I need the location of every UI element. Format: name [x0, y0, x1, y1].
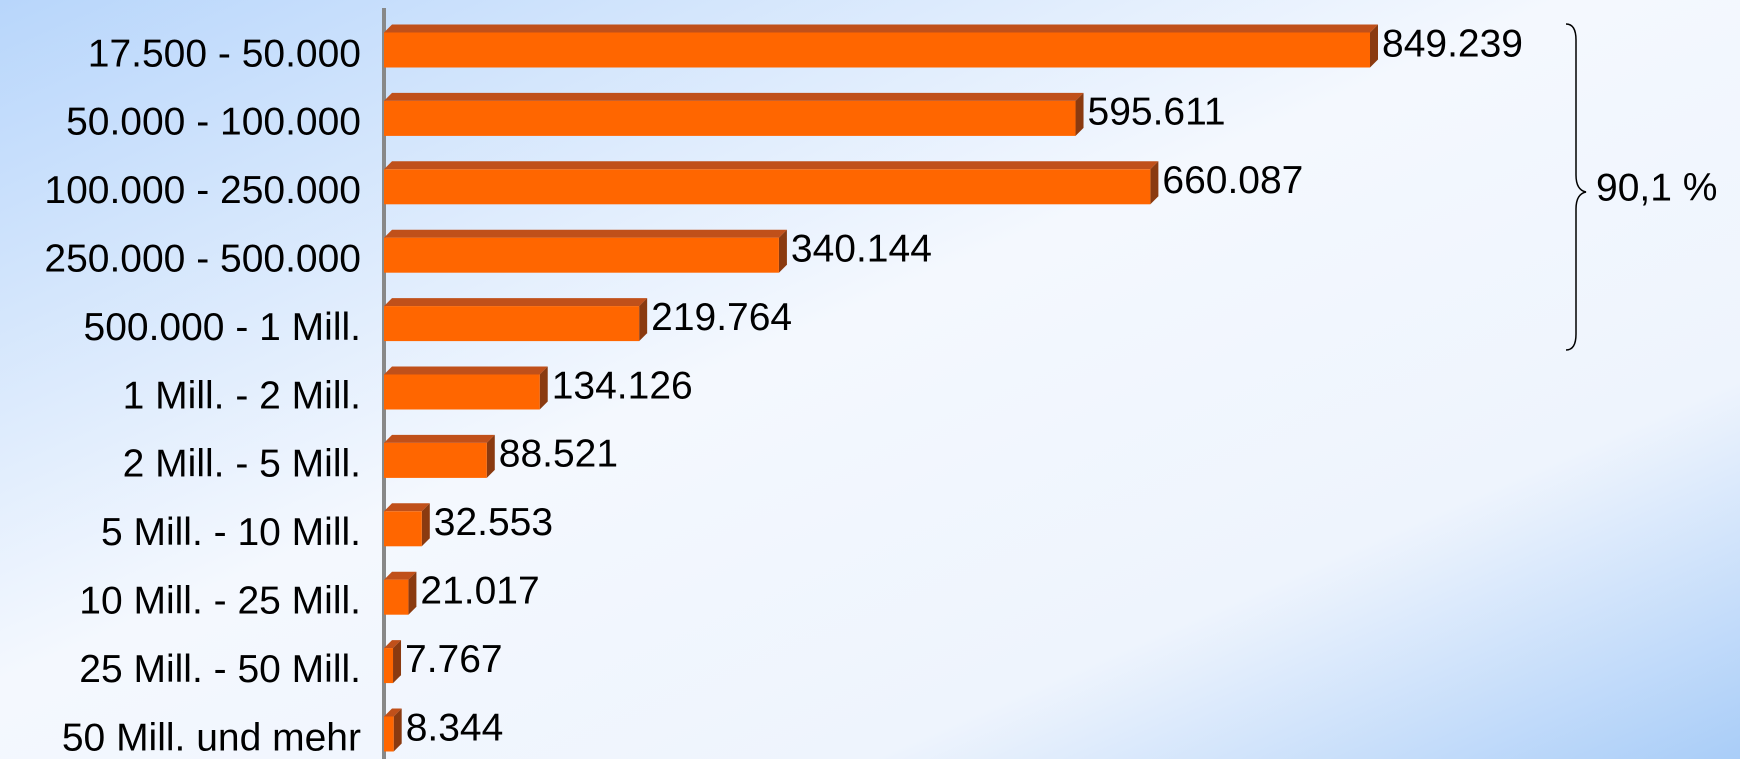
- bar-top: [384, 640, 402, 649]
- bar-top: [384, 571, 417, 580]
- bar-side: [1370, 24, 1378, 68]
- bar: [384, 648, 394, 684]
- bar: [384, 237, 779, 273]
- bar-side: [393, 708, 402, 752]
- y-tick-label: 250.000 - 500.000: [44, 237, 361, 280]
- data-label: 595.611: [1088, 91, 1226, 134]
- bar-top: [384, 24, 1378, 33]
- bar-top: [384, 503, 430, 512]
- data-label: 21.017: [420, 569, 539, 612]
- data-label: 32.553: [434, 501, 553, 544]
- bar-top: [384, 708, 402, 717]
- bar-top: [384, 229, 787, 238]
- y-tick-label: 2 Mill. - 5 Mill.: [123, 443, 361, 486]
- bar: [384, 511, 422, 547]
- bar: [384, 579, 409, 615]
- y-tick-label: 50.000 - 100.000: [66, 101, 361, 144]
- bar-top: [384, 434, 495, 443]
- data-label: 660.087: [1162, 159, 1303, 202]
- bar-top: [384, 161, 1159, 170]
- y-tick-label: 500.000 - 1 Mill.: [84, 306, 361, 349]
- data-label: 8.344: [406, 706, 504, 749]
- bar-side: [639, 298, 648, 342]
- y-tick-label: 25 Mill. - 50 Mill.: [79, 648, 361, 691]
- bar-side: [421, 503, 430, 547]
- data-label: 340.144: [791, 227, 932, 270]
- bar-top: [384, 92, 1084, 101]
- bar: [384, 442, 487, 478]
- bar-side: [1150, 161, 1159, 205]
- y-tick-label: 5 Mill. - 10 Mill.: [101, 511, 361, 554]
- bar-top: [384, 298, 648, 307]
- data-label: 88.521: [499, 433, 618, 476]
- bar-top: [384, 366, 548, 375]
- data-label: 849.239: [1382, 22, 1523, 65]
- y-tick-label: 100.000 - 250.000: [44, 169, 361, 212]
- annotation: 90,1 %: [1596, 166, 1717, 209]
- data-label: 134.126: [552, 364, 693, 407]
- bar-side: [408, 571, 417, 615]
- bar: [384, 716, 394, 752]
- bar: [384, 169, 1151, 205]
- y-tick-label: 17.500 - 50.000: [88, 32, 361, 75]
- bar-side: [1075, 92, 1084, 136]
- y-tick-label: 10 Mill. - 25 Mill.: [79, 579, 361, 622]
- bar: [384, 32, 1370, 68]
- data-label: 7.767: [405, 638, 503, 681]
- data-label: 219.764: [651, 296, 792, 339]
- bar-side: [486, 434, 495, 478]
- bar: [384, 100, 1076, 136]
- brace: [1565, 23, 1587, 351]
- y-tick-label: 1 Mill. - 2 Mill.: [123, 374, 361, 417]
- bar-side: [539, 366, 548, 410]
- bar-side: [778, 229, 787, 273]
- y-tick-label: 50 Mill. und mehr: [62, 716, 361, 759]
- bar: [384, 374, 540, 410]
- bar: [384, 306, 640, 342]
- bar-side: [393, 640, 402, 684]
